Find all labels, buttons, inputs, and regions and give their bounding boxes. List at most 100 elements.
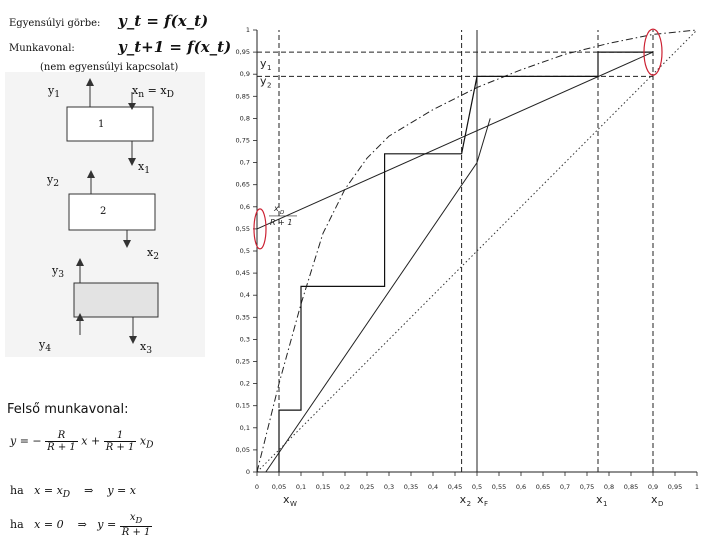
y1-label: y1 [48, 84, 61, 101]
x-tick-label: 0,85 [624, 483, 638, 491]
y-annotation: y [260, 57, 267, 70]
x-tick-label: 0,75 [580, 483, 594, 491]
x-tick-label: 0,2 [340, 483, 350, 491]
upper-operating-line [256, 51, 654, 230]
y-annotation: y [260, 74, 267, 87]
intercept-highlight [253, 208, 267, 250]
x-annotation-sub: D [658, 500, 663, 508]
x-tick-label: 0,65 [536, 483, 550, 491]
y-tick-label: 0,3 [240, 335, 250, 343]
x-annotation: x [477, 493, 484, 506]
plate-2-label: 2 [100, 206, 107, 217]
operating-label: Munkavonal: [9, 43, 75, 54]
y-tick-label: 0,4 [240, 291, 250, 299]
x-tick-labels: 0 0,05 0,1 0,15 0,2 0,25 0,3 0,35 0,4 0,45 0,5 0,55… [255, 472, 699, 491]
x-tick-label: 0,15 [316, 483, 330, 491]
y4-arrow-head [76, 313, 84, 321]
x-annotation: x [651, 493, 658, 506]
x-tick-label: 0,55 [492, 483, 506, 491]
y-annotation-sub: 1 [267, 64, 271, 72]
intercept-numerator-sub: D [280, 210, 284, 216]
x1-label: x1 [138, 160, 151, 177]
y-tick-label: 0,35 [236, 313, 250, 321]
x-annotation-sub: 2 [467, 500, 471, 508]
x1-arrow-head [128, 158, 136, 166]
y-tick-label: 0,95 [236, 48, 250, 56]
case-1: ha x = xD ⇒ y = x [10, 484, 136, 501]
y3-arrow-head [76, 258, 84, 266]
y-annotation-sub: 2 [267, 81, 271, 89]
x3-label: x3 [140, 340, 153, 357]
plate-3-box [73, 282, 159, 318]
plate-2-box [68, 193, 156, 231]
y-tick-label: 0,75 [236, 137, 250, 145]
x2-label: x2 [147, 246, 160, 263]
intercept-numerator: x [273, 204, 279, 213]
y-tick-label: 0,2 [240, 380, 250, 388]
x-annotation: x [283, 493, 290, 506]
x-tick-label: 0,7 [560, 483, 570, 491]
y-tick-label: 0 [246, 468, 250, 476]
y-tick-label: 0,8 [240, 114, 250, 122]
x-annotation: x [460, 493, 467, 506]
x-tick-label: 0,35 [404, 483, 418, 491]
operating-note: (nem egyensúlyi kapcsolat) [40, 62, 179, 73]
x-tick-label: 0,3 [384, 483, 394, 491]
chart-series [256, 29, 698, 473]
equilibrium-label: Egyensúlyi görbe: [9, 18, 101, 29]
xd-arrow-head [128, 103, 136, 110]
y2-label: y2 [47, 173, 60, 190]
mccabe-thiele-steps [278, 51, 653, 472]
y-tick-label: 0,6 [240, 203, 250, 211]
y-tick-label: 0,5 [240, 247, 250, 255]
equilibrium-curve [256, 29, 698, 473]
y-tick-label: 0,55 [236, 225, 250, 233]
y3-label: y3 [52, 264, 65, 281]
equilibrium-formula: y_t = f(x_t) [118, 12, 209, 30]
y-tick-label: 0,85 [236, 92, 250, 100]
intercept-denominator: R + 1 [270, 218, 292, 227]
upper-operating-line-title: Felső munkavonal: [7, 402, 129, 417]
y-tick-label: 0,1 [240, 424, 250, 432]
x-tick-label: 0,05 [272, 483, 286, 491]
x-tick-label: 0,1 [296, 483, 306, 491]
y-tick-label: 0,65 [236, 181, 250, 189]
y2-arrow-head [87, 170, 95, 178]
plate-1-box [66, 106, 154, 142]
y1-arrow-head [86, 78, 94, 86]
y-tick-label: 0,05 [236, 446, 250, 454]
x3-arrow-head [129, 336, 137, 344]
lower-operating-line [265, 118, 491, 473]
x-tick-label: 0 [255, 483, 259, 491]
case-2: ha x = 0 ⇒ y = xD R + 1 [10, 512, 153, 538]
column-schematic [5, 72, 205, 357]
y-tick-label: 1 [246, 26, 250, 34]
xd-label: xn = xD [132, 84, 174, 101]
y-tick-label: 0,9 [240, 70, 250, 78]
xd-highlight [643, 28, 663, 76]
column-schematic-panel [0, 0, 215, 360]
y-tick-label: 0,25 [236, 358, 250, 366]
x-annotation-sub: 1 [603, 500, 607, 508]
y-tick-label: 0,15 [236, 402, 250, 410]
x-annotation-sub: F [484, 500, 488, 508]
y4-label: y4 [39, 338, 52, 355]
y-tick-label: 0,7 [240, 159, 250, 167]
x-annotation: x [596, 493, 603, 506]
x-tick-label: 0,45 [448, 483, 462, 491]
y-tick-label: 0,45 [236, 269, 250, 277]
x-tick-label: 0,95 [668, 483, 682, 491]
reference-lines [257, 30, 654, 472]
x-tick-label: 1 [695, 483, 699, 491]
plate-1-label: 1 [98, 119, 105, 130]
x-tick-label: 0,9 [648, 483, 658, 491]
x-tick-label: 0,25 [360, 483, 374, 491]
x-tick-label: 0,4 [428, 483, 438, 491]
y-tick-labels: 0 0,05 0,1 0,15 0,2 0,25 0,3 0,35 0,4 0,45 0,5 0,55… [236, 26, 257, 476]
x-tick-label: 0,8 [604, 483, 614, 491]
x-annotation-sub: W [290, 500, 297, 508]
operating-formula: y_t+1 = f(x_t) [118, 38, 232, 56]
